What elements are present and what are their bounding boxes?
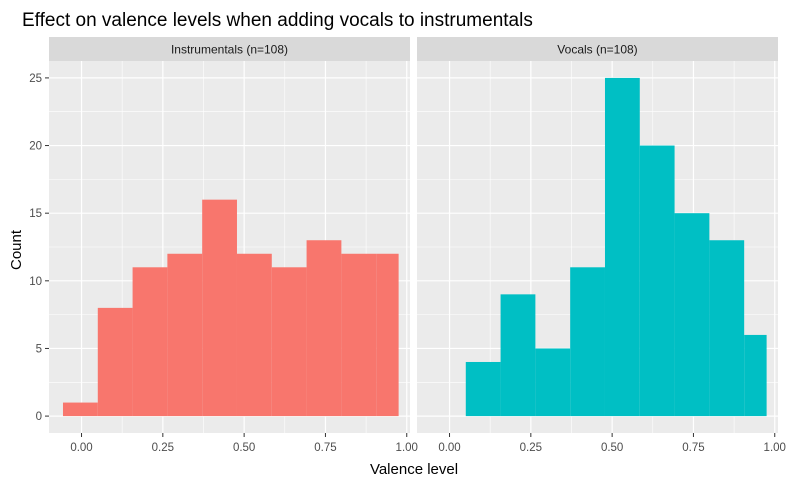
facet-strip-label: Vocals (n=108) xyxy=(557,43,637,57)
x-tick-label: 0.00 xyxy=(438,442,460,454)
y-tick-label: 15 xyxy=(29,208,42,220)
histogram-bar xyxy=(306,240,342,417)
facet-strip-label: Instrumentals (n=108) xyxy=(171,43,288,57)
x-tick-label: 0.75 xyxy=(682,442,704,454)
y-axis-title: Count xyxy=(8,229,25,270)
y-tick-label: 10 xyxy=(29,276,42,288)
histogram-bar xyxy=(500,294,536,417)
x-tick-label: 1.00 xyxy=(396,442,418,454)
histogram-bar xyxy=(535,348,571,417)
y-tick-label: 20 xyxy=(29,141,42,153)
x-tick-label: 1.00 xyxy=(764,442,786,454)
histogram-bar xyxy=(341,253,377,417)
facet-strip xyxy=(49,37,410,61)
y-tick-label: 5 xyxy=(36,343,42,355)
x-tick-label: 0.25 xyxy=(152,442,174,454)
histogram-bar xyxy=(167,253,203,417)
histogram-bar xyxy=(97,307,133,417)
x-tick-label: 0.50 xyxy=(601,442,623,454)
histogram-bar xyxy=(639,145,675,417)
histogram-bar xyxy=(202,199,237,417)
facet-panel-2: Vocals (n=108) 0.00 0.25 0.50 0.75 1.00 xyxy=(417,37,786,454)
y-tick-label: 25 xyxy=(29,73,42,85)
facet-panels: Instrumentals (n=108) 0.00 0.25 0.50 0.75 1.0… xyxy=(29,37,786,454)
histogram-bar xyxy=(709,240,745,417)
x-tick-label: 0.50 xyxy=(233,442,255,454)
histogram-bar xyxy=(132,267,168,417)
histogram-bar xyxy=(674,213,710,417)
histogram-bar xyxy=(465,361,501,417)
histogram-bar xyxy=(570,267,605,417)
histogram-bar xyxy=(271,267,307,417)
x-tick-label: 0.25 xyxy=(520,442,542,454)
facet-strip xyxy=(417,37,778,61)
histogram-bar xyxy=(604,77,640,417)
x-axis-title: Valence level xyxy=(370,461,458,478)
x-tick-label: 0.75 xyxy=(314,442,336,454)
histogram-bar xyxy=(744,334,767,417)
histogram-bar xyxy=(236,253,272,417)
y-tick-label: 0 xyxy=(36,411,42,423)
x-tick-label: 0.00 xyxy=(70,442,92,454)
chart-title: Effect on valence levels when adding voc… xyxy=(22,10,533,31)
facet-panel-1: Instrumentals (n=108) 0.00 0.25 0.50 0.75 1.0… xyxy=(29,37,418,454)
histogram-bar xyxy=(376,253,399,417)
histogram-bar xyxy=(62,402,98,417)
